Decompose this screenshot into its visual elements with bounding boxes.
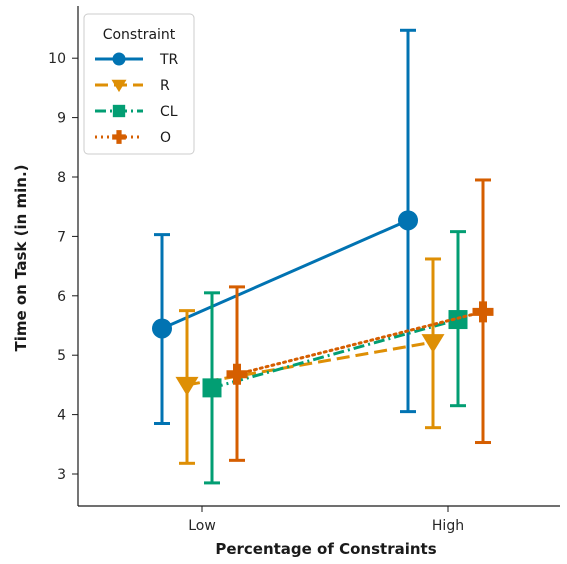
y-axis-title: Time on Task (in min.): [12, 164, 30, 351]
y-tick-label: 7: [57, 229, 66, 245]
data-point: [152, 318, 172, 339]
series-line: [235, 310, 485, 376]
x-tick-label: High: [432, 518, 464, 534]
y-tick-label: 6: [57, 289, 66, 305]
legend: Constraint TR R CL O: [83, 13, 195, 155]
legend-marker: [112, 104, 126, 118]
data-point: [202, 378, 222, 398]
legend-marker: [112, 130, 126, 144]
legend-items: TR R CL O: [95, 52, 179, 146]
series-line: [211, 318, 459, 390]
legend-label: TR: [159, 52, 179, 68]
y-tick-label: 8: [57, 170, 66, 186]
legend-label: O: [160, 130, 171, 146]
data-point: [175, 376, 199, 396]
legend-label: CL: [160, 104, 178, 120]
series-layer: [152, 28, 494, 485]
series-line: [186, 340, 434, 387]
legend-label: R: [160, 78, 170, 94]
legend-title: Constraint: [103, 27, 176, 43]
y-tick-label: 10: [48, 51, 66, 67]
series-line: [161, 218, 409, 330]
y-tick-label: 4: [57, 408, 66, 424]
series-o: [226, 178, 494, 462]
x-axis-title: Percentage of Constraints: [215, 540, 436, 558]
legend-marker: [112, 52, 126, 66]
series-cl: [202, 230, 468, 485]
y-tick-label: 5: [57, 348, 66, 364]
data-point: [472, 301, 494, 323]
data-point: [421, 334, 445, 354]
legend-marker: [111, 79, 127, 93]
ticks-layer: 3 4 5 6 7 8 9 10 Low High: [48, 51, 464, 534]
y-tick-label: 9: [57, 111, 66, 127]
data-point: [226, 363, 248, 385]
axes-layer: [77, 6, 560, 507]
series-tr: [152, 28, 418, 426]
series-r: [175, 257, 445, 465]
y-tick-label: 3: [57, 467, 66, 483]
x-tick-label: Low: [188, 518, 216, 534]
data-point: [398, 210, 418, 231]
